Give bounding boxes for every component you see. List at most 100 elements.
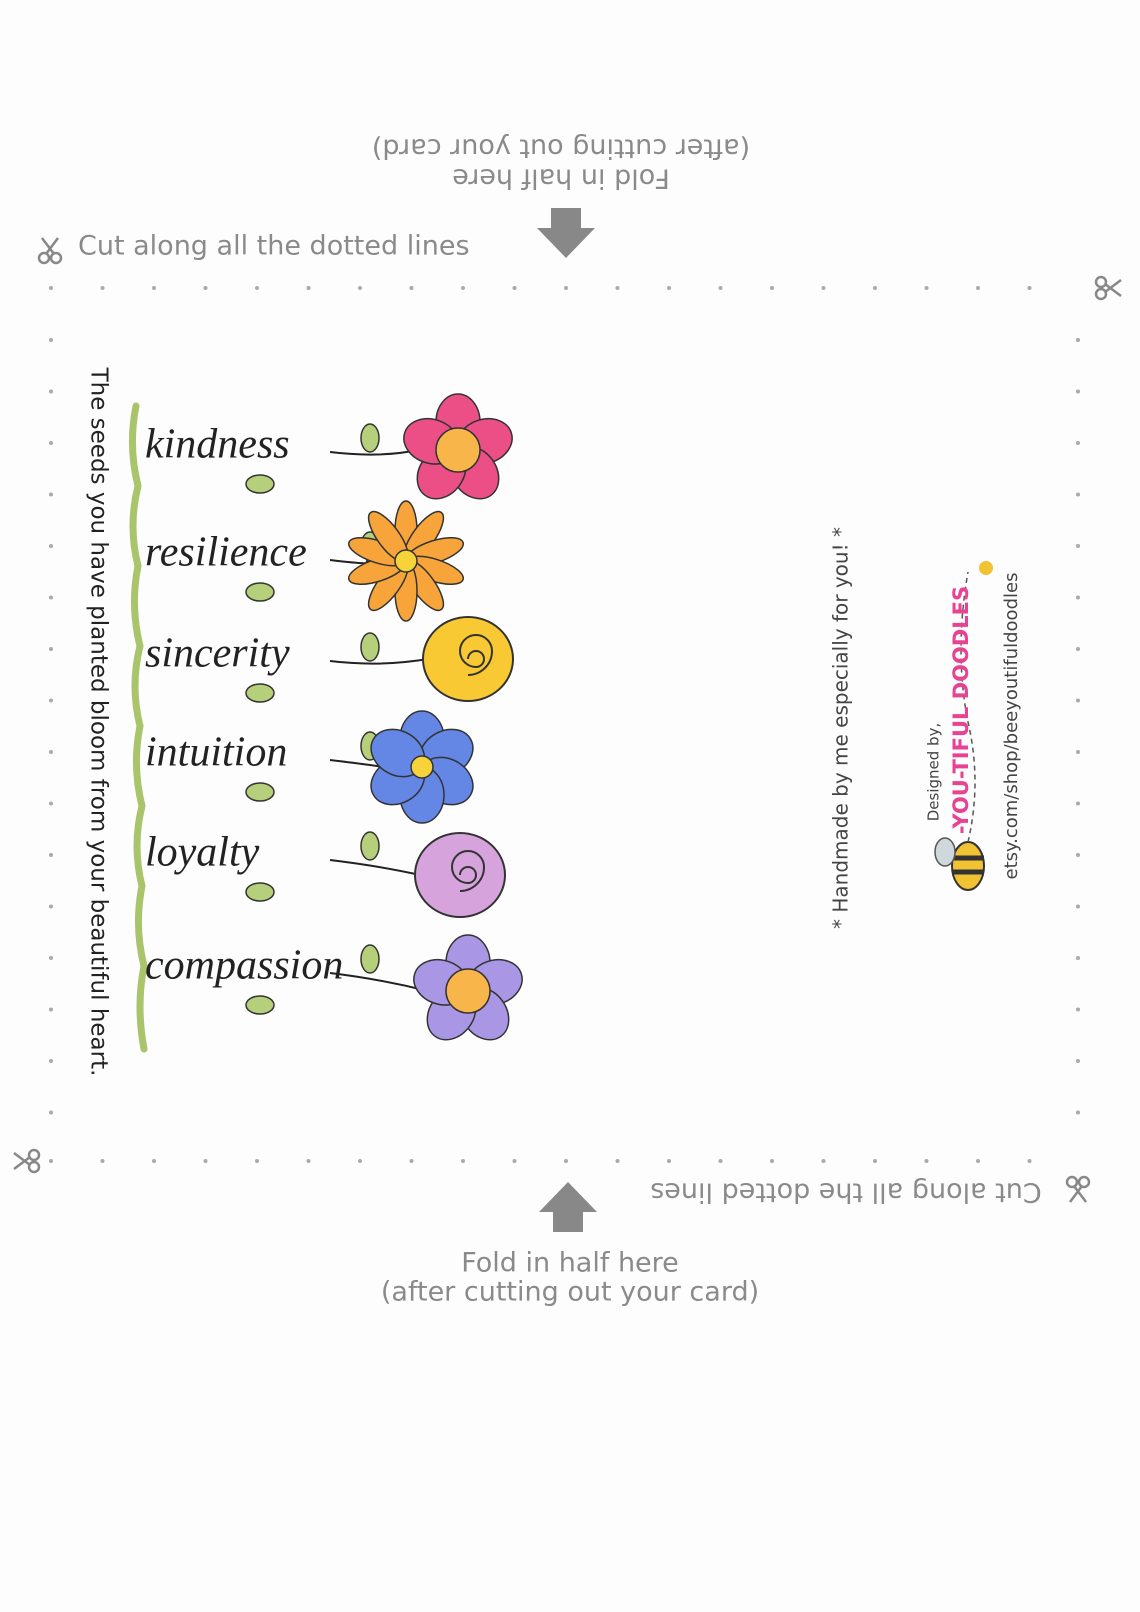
cut-dot (49, 441, 53, 445)
cut-dot (1076, 389, 1080, 394)
cut-dot (358, 286, 362, 290)
cut-dot (821, 286, 826, 290)
cut-dot (976, 1159, 980, 1163)
fold-note: (after cutting out your card) (381, 1277, 759, 1308)
brand-name: -YOU-TIFUL DOODLES (949, 586, 973, 834)
cut-dot (461, 286, 465, 290)
flower-word: loyalty (145, 830, 260, 876)
cut-dot (1076, 1059, 1080, 1063)
scissors-ring (1065, 1175, 1079, 1189)
cut-dot (718, 286, 723, 290)
cut-label: Cut along all the dotted lines (78, 231, 470, 262)
cut-dot (1076, 750, 1080, 754)
cut-dot (512, 1159, 517, 1163)
shop-url: etsy.com/shop/beeyoutifuldoodles (1001, 573, 1022, 880)
flower-word: sincerity (145, 631, 290, 677)
cut-dot (667, 286, 671, 290)
leaf (360, 423, 380, 453)
cut-dot (49, 389, 53, 394)
cut-dot (564, 286, 568, 290)
cut-dot (924, 286, 929, 290)
fold-note: (after cutting out your card) (372, 133, 750, 164)
cut-dot (203, 1159, 208, 1163)
cut-label: Cut along all the dotted lines (650, 1177, 1042, 1208)
cut-dot (306, 1159, 311, 1163)
flower-item: compassion (145, 934, 523, 1041)
handmade-note: * Handmade by me especially for you! * (829, 527, 853, 929)
cut-dot (49, 647, 53, 651)
scissors-ring (1094, 287, 1108, 301)
cut-dot (49, 853, 53, 857)
leaf (360, 632, 380, 662)
scissors-ring (27, 1148, 41, 1162)
cut-dot (1076, 1110, 1080, 1115)
cut-dot (49, 492, 53, 497)
fold-arrow (537, 208, 595, 258)
cut-dot (770, 1159, 774, 1163)
cut-dot (49, 698, 53, 703)
cut-dot (49, 904, 53, 909)
flower-item: kindness (145, 393, 513, 500)
cut-dot (100, 286, 105, 290)
scissors-ring (49, 251, 63, 265)
cut-dot (770, 286, 774, 290)
cut-dot (1076, 647, 1080, 651)
cut-dot (976, 286, 980, 290)
cut-dot (49, 750, 53, 754)
cut-dot (49, 286, 53, 290)
flower-center (445, 968, 491, 1014)
flower-item: intuition (145, 710, 474, 824)
scissors-ring (37, 251, 51, 265)
bud-swirl (459, 634, 494, 676)
scissors-ring (27, 1160, 41, 1174)
cut-dot (1076, 338, 1080, 342)
cut-dot (1076, 956, 1080, 960)
cut-dot (718, 1159, 723, 1163)
cut-dot (1076, 698, 1080, 703)
cut-dot (564, 1159, 568, 1163)
designed-by: Designed by, (925, 723, 943, 821)
cut-dot (615, 1159, 620, 1163)
flower-list: kindness resilience sincerity intuition loya… (145, 393, 523, 1041)
flower-item: loyalty (145, 830, 506, 918)
cut-dot (49, 1110, 53, 1115)
scissors-icon (1094, 275, 1122, 301)
cut-dot (1076, 441, 1080, 445)
fold-label: Fold in half here (461, 1248, 679, 1279)
cut-dot (924, 1159, 929, 1163)
cut-dot (1076, 492, 1080, 497)
cut-dot (49, 1007, 53, 1012)
cut-dot (1076, 801, 1080, 806)
leaf (360, 831, 380, 861)
flower-center (435, 427, 481, 473)
flower-item: resilience (145, 500, 465, 622)
scissors-blade (13, 1152, 31, 1170)
leaf (245, 882, 275, 902)
cut-dot (615, 286, 620, 290)
cut-dot (255, 286, 259, 290)
bud-swirl (451, 850, 486, 892)
cut-dot (873, 286, 877, 290)
cut-dot (1076, 595, 1080, 600)
flower-word: kindness (145, 422, 290, 468)
leaf (245, 782, 275, 802)
cut-dot (409, 1159, 414, 1163)
cut-dot (1076, 853, 1080, 857)
cut-dot (873, 1159, 877, 1163)
scissors-blade (1104, 279, 1122, 297)
scissors-blade (1069, 1185, 1087, 1203)
cut-dot (49, 1159, 53, 1163)
cut-dot (1076, 904, 1080, 909)
bee-icon (934, 561, 993, 891)
leaf (245, 683, 275, 703)
cut-guide (49, 286, 1080, 1163)
cut-dot (49, 1059, 53, 1063)
cut-dot (100, 1159, 105, 1163)
cut-dot (1076, 1007, 1080, 1012)
cut-dot (1076, 544, 1080, 548)
cut-dot (49, 956, 53, 960)
cut-dot (461, 1159, 465, 1163)
cut-dot (152, 286, 156, 290)
